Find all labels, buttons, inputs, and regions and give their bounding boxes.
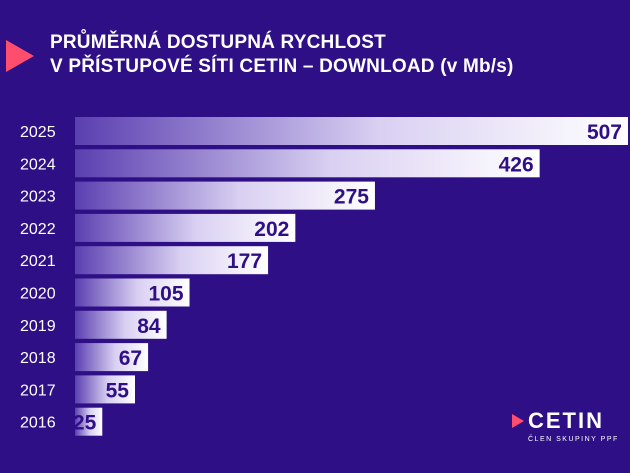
bar-2016 — [75, 407, 103, 436]
bars-layer: 2025 507 2024 426 2023 275 2022 202 2021 177 2020 1… — [20, 117, 628, 436]
bar-2024 — [75, 149, 540, 178]
year-label-2021: 2021 — [20, 253, 56, 270]
bar-2017 — [75, 375, 135, 404]
year-label-2023: 2023 — [20, 189, 56, 206]
cetin-logo: CETIN ČLEN SKUPINY PPF — [510, 408, 628, 450]
value-label-2018: 67 — [119, 347, 142, 370]
year-label-2020: 2020 — [20, 286, 56, 303]
year-label-2022: 2022 — [20, 221, 56, 238]
year-label-2016: 2016 — [20, 415, 56, 432]
bar-2020 — [75, 278, 190, 307]
value-label-2024: 426 — [499, 153, 534, 176]
value-label-2017: 55 — [106, 379, 130, 402]
chart-title: PRŮMĚRNÁ DOSTUPNÁ RYCHLOST — [50, 32, 386, 53]
year-label-2017: 2017 — [20, 382, 56, 399]
year-label-2018: 2018 — [20, 350, 56, 367]
bar-2025 — [75, 117, 628, 145]
bar-2019 — [75, 310, 167, 339]
year-label-2025: 2025 — [20, 124, 56, 141]
value-label-2016: 25 — [73, 412, 97, 435]
value-label-2022: 202 — [254, 218, 289, 241]
value-label-2021: 177 — [227, 250, 262, 273]
value-label-2025: 507 — [587, 121, 622, 144]
value-label-2019: 84 — [137, 315, 161, 338]
bar-2022 — [75, 213, 296, 242]
bar-2018 — [75, 343, 149, 372]
logo-name: CETIN — [528, 408, 604, 433]
chart-subtitle: V PŘÍSTUPOVÉ SÍTI CETIN – DOWNLOAD (v Mb… — [50, 56, 514, 77]
value-label-2020: 105 — [148, 283, 183, 306]
year-label-2024: 2024 — [20, 156, 56, 173]
year-label-2019: 2019 — [20, 318, 56, 335]
value-label-2023: 275 — [334, 186, 369, 209]
play-triangle-icon — [512, 414, 524, 428]
play-triangle-icon — [6, 40, 34, 72]
bar-2021 — [75, 246, 269, 275]
chart-header: PRŮMĚRNÁ DOSTUPNÁ RYCHLOST V PŘÍSTUPOVÉ … — [0, 0, 630, 95]
logo-tagline: ČLEN SKUPINY PPF — [528, 436, 619, 443]
bar-2023 — [75, 181, 375, 210]
